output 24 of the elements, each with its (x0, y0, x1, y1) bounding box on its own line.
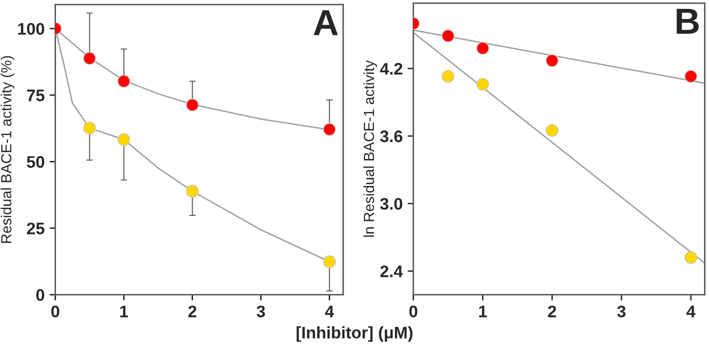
y-tick-label: 3.0 (380, 198, 402, 210)
x-tick-label: 4 (686, 306, 696, 318)
y-tick-label: 2.4 (380, 265, 403, 278)
y-tick-label: 4.2 (380, 62, 402, 75)
x-tick-label: 3 (256, 306, 265, 318)
y-tick-label: 75 (27, 90, 44, 102)
y-axis-title: Residual BACE-1 activity (%) (0, 56, 14, 243)
x-tick-label: 2 (548, 306, 556, 318)
y-tick-label: 25 (26, 222, 44, 234)
x-tick-label: 0 (409, 306, 418, 318)
x-tick-label: 1 (479, 306, 487, 318)
annotation: A (314, 10, 338, 36)
y-tick-label: 0 (36, 289, 44, 301)
x-tick-label: 0 (51, 306, 60, 318)
x-tick-label: 2 (188, 306, 196, 318)
annotation: B (676, 8, 699, 34)
y-tick-label: 50 (26, 156, 44, 168)
x-tick-label: 1 (120, 306, 128, 318)
y-axis-title: ln Residual BACE-1 activity (363, 60, 377, 237)
y-tick-label: 100 (18, 22, 44, 35)
x-tick-label: 3 (617, 306, 626, 318)
x-tick-label: 4 (325, 306, 334, 318)
x-axis-title: [Inhibitor] (μM) (296, 326, 412, 342)
y-tick-label: 3.6 (380, 130, 402, 142)
